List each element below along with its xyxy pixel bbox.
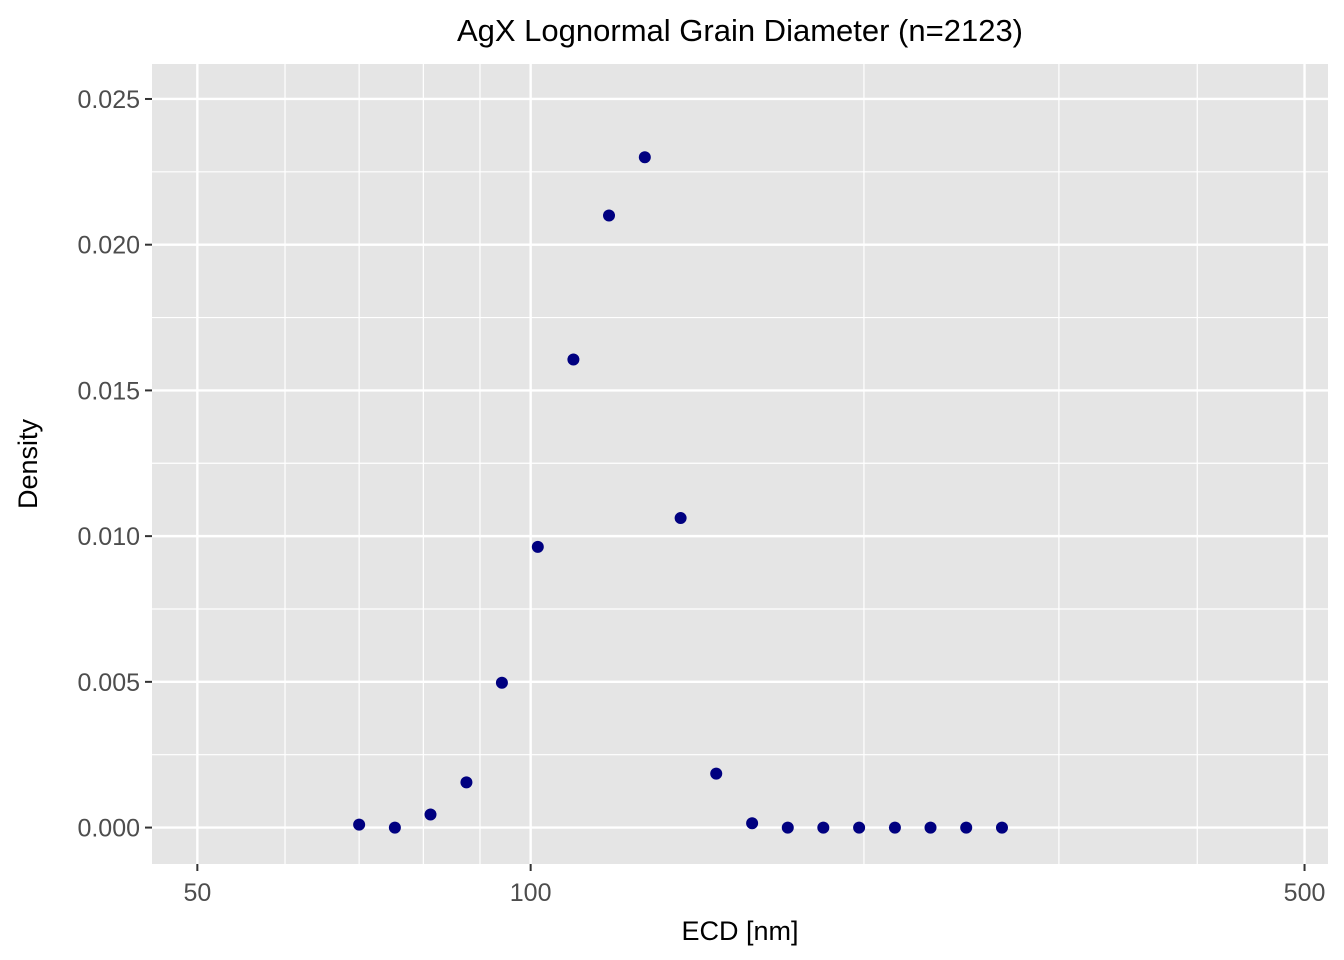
data-point [888, 821, 901, 834]
y-tick-label: 0.015 [77, 377, 140, 405]
y-tick-label: 0.020 [77, 232, 140, 260]
data-point [817, 821, 830, 834]
y-tick-label: 0.025 [77, 86, 140, 114]
data-point [460, 776, 473, 789]
data-point [388, 821, 401, 834]
x-axis: 50 100 500 [183, 864, 1325, 907]
data-points [353, 151, 1008, 834]
data-point [495, 676, 508, 689]
data-point [924, 821, 937, 834]
y-tick-label: 0.005 [77, 669, 140, 697]
plot-panel [152, 64, 1328, 864]
data-point [710, 767, 723, 780]
data-point [638, 151, 651, 164]
data-point [995, 821, 1008, 834]
data-point [674, 512, 687, 525]
major-gridlines [152, 64, 1328, 864]
y-tick-label: 0.000 [77, 815, 140, 843]
data-point [746, 817, 759, 830]
data-point [353, 818, 366, 831]
x-tick-label: 50 [183, 879, 211, 907]
data-point [567, 353, 580, 366]
chart-title: AgX Lognormal Grain Diameter (n=2123) [457, 13, 1023, 48]
y-axis: 0.000 0.005 0.010 0.015 0.020 0.025 [77, 86, 152, 843]
data-point [531, 540, 544, 553]
x-axis-title: ECD [nm] [681, 916, 798, 946]
y-tick-label: 0.010 [77, 523, 140, 551]
data-point [603, 209, 616, 222]
minor-gridlines [152, 64, 1328, 864]
x-tick-label: 100 [510, 879, 552, 907]
data-point [781, 821, 794, 834]
x-tick-label: 500 [1284, 879, 1326, 907]
data-point [960, 821, 973, 834]
y-axis-title: Density [13, 418, 43, 509]
data-point [853, 821, 866, 834]
data-point [424, 808, 437, 821]
